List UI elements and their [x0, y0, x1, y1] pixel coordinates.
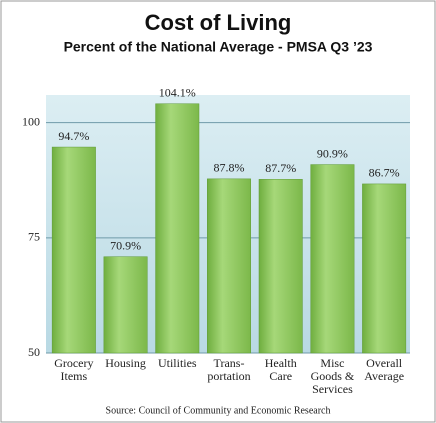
value-label: 104.1%	[159, 86, 196, 100]
value-label: 70.9%	[110, 238, 141, 252]
value-label: 86.7%	[369, 166, 400, 180]
x-tick-label: Overall Average	[364, 356, 405, 383]
x-tick-label: Housing	[105, 356, 146, 370]
value-label: 90.9%	[317, 146, 348, 160]
x-tick-label: Utilities	[157, 356, 197, 370]
chart-subtitle: Percent of the National Average - PMSA Q…	[64, 39, 373, 55]
bar	[103, 256, 148, 354]
bar	[155, 103, 200, 354]
source: Source: Council of Community and Economi…	[106, 405, 331, 416]
bar	[310, 164, 355, 354]
y-tick-label: 100	[22, 114, 40, 128]
y-tick-label: 50	[28, 345, 40, 359]
bar	[207, 178, 251, 354]
value-label: 87.7%	[265, 161, 296, 175]
value-label: 87.8%	[214, 161, 245, 175]
x-tick-label: Grocery Items	[54, 356, 94, 383]
y-tick-label: 75	[28, 230, 40, 244]
bar	[51, 146, 96, 354]
bar	[362, 183, 407, 354]
x-tick-label: Misc Goods & Services	[310, 356, 355, 396]
bar	[258, 179, 303, 354]
value-label: 94.7%	[58, 129, 89, 143]
chart-title: Cost of Living	[145, 10, 292, 35]
x-tick-label: Trans- portation	[207, 356, 251, 383]
x-tick-label: Health Care	[264, 356, 297, 383]
